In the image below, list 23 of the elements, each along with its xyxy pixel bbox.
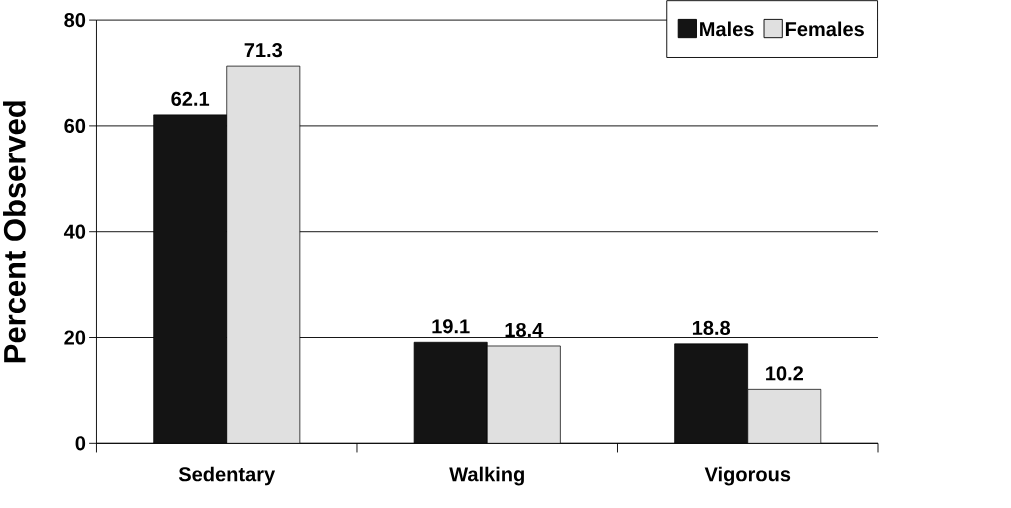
- bar: [674, 343, 749, 444]
- x-tick-label: Vigorous: [704, 466, 791, 486]
- data-label: 10.2: [766, 366, 804, 381]
- legend-label: Females: [785, 21, 864, 37]
- data-label: 62.1: [171, 91, 210, 106]
- y-tick-label: 0: [75, 436, 86, 451]
- y-tick-label: 40: [63, 224, 86, 239]
- data-label: 18.8: [692, 320, 731, 335]
- legend-label: Males: [700, 21, 754, 37]
- data-label: 18.4: [505, 322, 544, 337]
- x-tick-label: Sedentary: [178, 466, 276, 486]
- bar: [226, 65, 301, 444]
- data-label: 19.1: [432, 319, 470, 334]
- bar: [486, 345, 561, 444]
- x-tick-label: Walking: [449, 466, 524, 486]
- y-tick-label: 80: [64, 12, 86, 28]
- bar: [747, 388, 822, 444]
- bar: [153, 114, 228, 444]
- y-axis-title: Percent Observed: [3, 101, 26, 363]
- bar: [413, 341, 488, 444]
- data-label: 71.3: [244, 42, 283, 58]
- y-tick-label: 20: [64, 330, 86, 345]
- y-tick-label: 60: [64, 118, 86, 133]
